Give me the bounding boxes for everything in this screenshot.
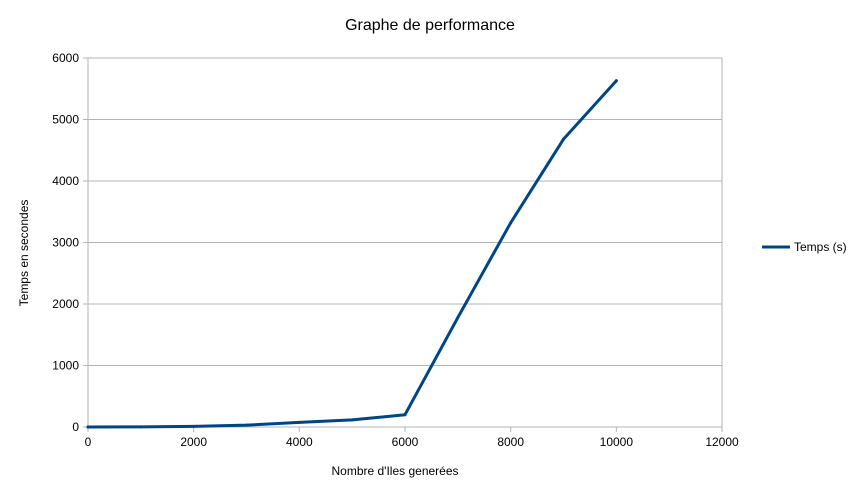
y-tick-label: 4000 [52,174,79,188]
data-point [350,418,354,422]
y-tick-labels: 0 1000 2000 3000 4000 5000 6000 [52,51,79,434]
data-point [86,425,90,429]
x-tick-label: 4000 [286,435,313,449]
gridlines [88,57,722,428]
x-tick-label: 2000 [180,435,207,449]
data-point [403,413,407,417]
x-tick-label: 6000 [392,435,419,449]
y-tick-label: 2000 [52,297,79,311]
axes [83,57,723,432]
y-tick-label: 0 [72,420,79,434]
y-tick-label: 5000 [52,113,79,127]
legend: Temps (s) [762,240,847,254]
y-tick-label: 6000 [52,51,79,65]
chart-title: Graphe de performance [345,17,515,34]
data-point [245,423,248,427]
data-point [614,79,618,83]
data-point [192,424,196,428]
y-tick-label: 3000 [52,236,79,250]
y-axis-label: Temps en secondes [17,200,31,307]
series-line [86,79,618,429]
legend-label: Temps (s) [794,240,847,254]
series-lines [86,79,618,429]
y-tick-label: 1000 [52,359,79,373]
x-axis-label: Nombre d'Iles generées [331,464,458,478]
data-point [562,137,565,141]
x-tick-label: 8000 [497,435,524,449]
x-tick-label: 12000 [705,435,739,449]
data-point [297,420,301,424]
x-tick-label: 10000 [600,435,634,449]
x-tick-labels: 0 2000 4000 6000 8000 10000 12000 [85,435,739,449]
data-point [456,316,460,320]
data-point [509,221,513,225]
x-tick-label: 0 [85,435,92,449]
data-point [139,425,143,429]
